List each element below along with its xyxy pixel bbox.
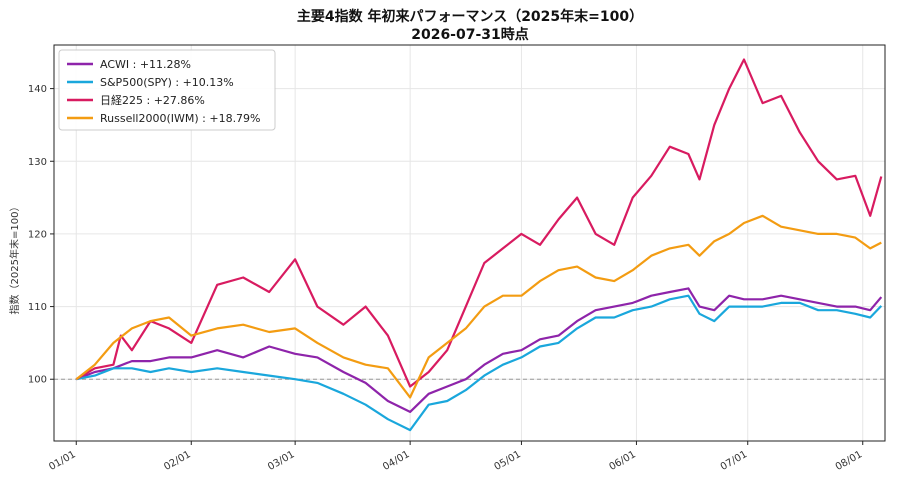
- legend-label-3: Russell2000(IWM) : +18.79%: [100, 112, 261, 125]
- legend: ACWI : +11.28% S&P500(SPY) : +10.13% 日経225…: [58, 49, 276, 131]
- plot-frame: [53, 44, 886, 442]
- series-line-2: [75, 58, 883, 388]
- y-axis-label: 指数（2025年末=100）: [8, 202, 21, 315]
- y-tick-label: 130: [28, 157, 47, 168]
- series-line-0: [75, 287, 883, 413]
- legend-label-2: 日経225 : +27.86%: [100, 94, 205, 107]
- chart-title: 主要4指数 年初来パフォーマンス（2025年末=100）: [297, 8, 643, 25]
- series-group: [75, 58, 883, 432]
- series-line-3: [75, 214, 882, 399]
- y-axis-ticks: 100 110 120 130 140: [28, 84, 54, 386]
- series-line-1: [76, 294, 883, 432]
- y-tick-label: 110: [28, 302, 47, 313]
- y-tick-label: 140: [28, 84, 47, 95]
- chart-subtitle: 2026-07-31時点: [411, 26, 529, 43]
- legend-label-1: S&P500(SPY) : +10.13%: [100, 76, 234, 89]
- legend-box: [58, 49, 276, 131]
- y-tick-label: 120: [28, 229, 47, 240]
- grid-lines: [54, 45, 885, 441]
- legend-label-0: ACWI : +11.28%: [100, 58, 191, 71]
- y-tick-label: 100: [28, 375, 47, 386]
